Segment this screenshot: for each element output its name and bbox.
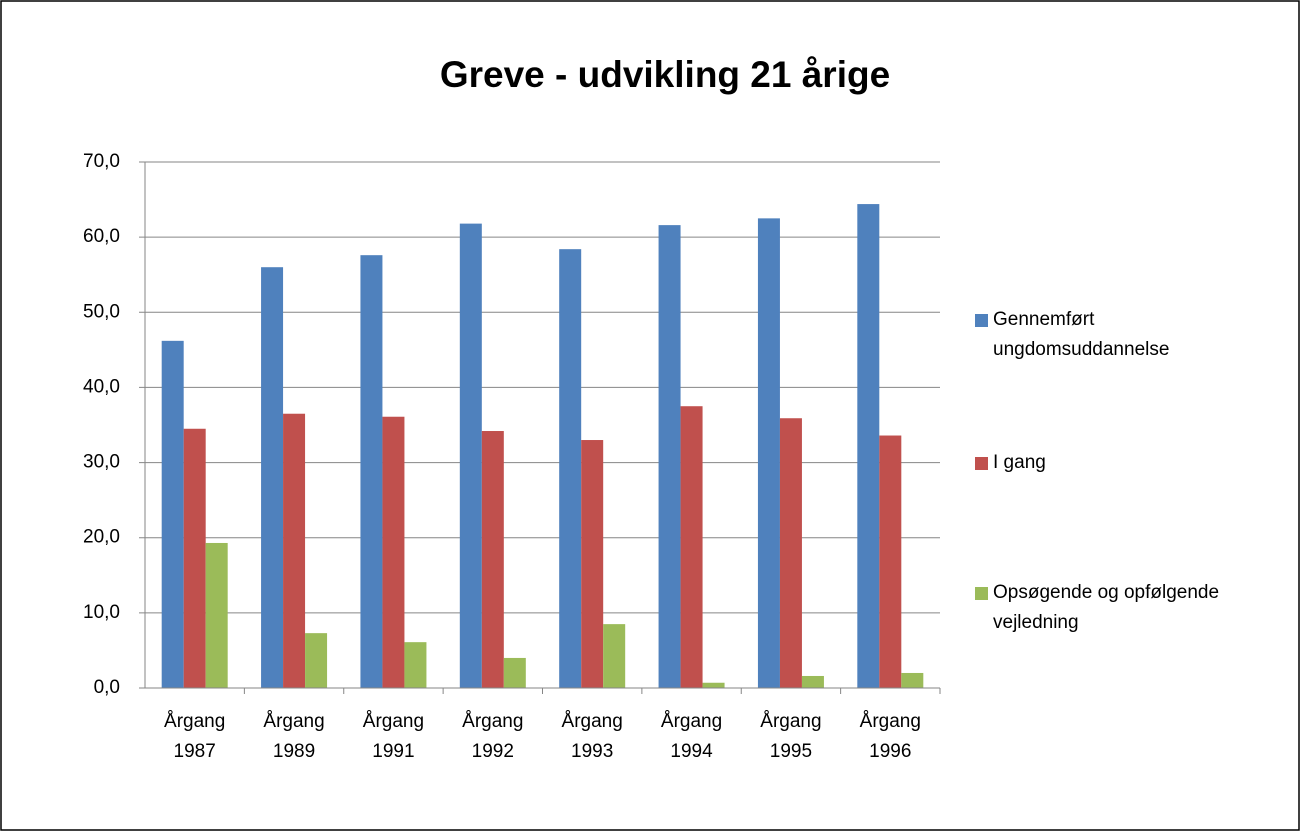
x-tick-label: Årgang — [562, 711, 623, 732]
x-tick-label: Årgang — [164, 711, 225, 732]
bar — [658, 225, 681, 688]
bar — [879, 435, 902, 688]
bar — [183, 428, 206, 688]
x-tick-label: Årgang — [760, 711, 821, 732]
x-tick-label: Årgang — [462, 711, 523, 732]
legend-label: Opsøgende og opfølgende vejledning — [993, 582, 1220, 633]
bar — [801, 675, 824, 688]
x-tick-label: 1987 — [174, 741, 216, 762]
bar — [680, 406, 703, 688]
x-tick-label: Årgang — [860, 711, 921, 732]
bar — [161, 340, 184, 688]
y-tick-label: 40,0 — [83, 376, 120, 397]
bar — [857, 204, 880, 688]
bar — [503, 657, 526, 688]
legend-item: Opsøgende og opfølgende vejledning — [975, 578, 1275, 638]
x-tick-label: 1993 — [571, 741, 613, 762]
bar — [901, 672, 924, 688]
x-tick-label: Årgang — [263, 711, 324, 732]
y-tick-label: 30,0 — [83, 452, 120, 473]
y-tick-label: 60,0 — [83, 226, 120, 247]
legend-swatch — [975, 457, 988, 470]
bar — [559, 249, 582, 688]
bar — [581, 440, 604, 688]
bar — [702, 682, 725, 688]
y-tick-label: 50,0 — [83, 301, 120, 322]
bar — [360, 255, 383, 689]
x-tick-label: Årgang — [661, 711, 722, 732]
x-tick-label: 1991 — [372, 741, 414, 762]
x-tick-label: Årgang — [363, 711, 424, 732]
legend-item: Gennemført ungdomsuddannelse — [975, 305, 1275, 365]
bar — [481, 431, 504, 688]
x-tick-label: 1996 — [869, 741, 911, 762]
legend-swatch — [975, 587, 988, 600]
bar — [459, 223, 482, 689]
bar — [261, 267, 284, 688]
legend-swatch — [975, 314, 988, 327]
y-tick-label: 70,0 — [83, 151, 120, 172]
x-tick-label: 1989 — [273, 741, 315, 762]
legend-item: I gang — [975, 448, 1275, 478]
legend-label: I gang — [993, 452, 1046, 473]
legend-label: Gennemført ungdomsuddannelse — [993, 309, 1170, 360]
bar — [382, 416, 405, 688]
x-tick-label: 1992 — [472, 741, 514, 762]
bar — [283, 413, 306, 688]
bar — [757, 218, 780, 688]
bar — [305, 633, 328, 688]
y-tick-label: 0,0 — [94, 677, 120, 698]
chart-title: Greve - udvikling 21 årige — [440, 54, 890, 95]
x-tick-label: 1995 — [770, 741, 812, 762]
bar — [779, 418, 802, 688]
y-tick-label: 20,0 — [83, 527, 120, 548]
y-tick-label: 10,0 — [83, 602, 120, 623]
bar — [603, 624, 626, 688]
bar — [404, 642, 427, 688]
x-tick-label: 1994 — [670, 741, 713, 762]
bar — [205, 542, 228, 688]
